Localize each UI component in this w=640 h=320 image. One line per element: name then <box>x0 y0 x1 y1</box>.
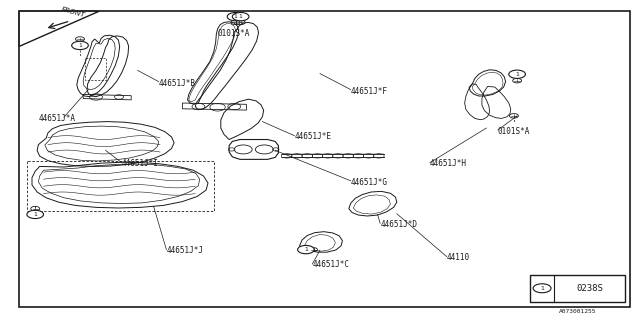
Text: 44651J*H: 44651J*H <box>430 159 467 168</box>
Text: 44651J*F: 44651J*F <box>351 87 388 96</box>
Text: 0101S*A: 0101S*A <box>218 29 250 38</box>
Text: 44651J*C: 44651J*C <box>312 260 349 269</box>
Circle shape <box>27 210 44 219</box>
Text: 1: 1 <box>239 14 243 19</box>
Text: 44651J*E: 44651J*E <box>294 132 332 141</box>
Text: 44651J*J: 44651J*J <box>166 246 204 255</box>
Text: A073001255: A073001255 <box>559 309 596 315</box>
Text: 1: 1 <box>78 43 82 48</box>
Polygon shape <box>19 11 99 46</box>
Circle shape <box>298 245 314 254</box>
Text: 44651J*A: 44651J*A <box>38 114 76 123</box>
Text: 44110: 44110 <box>447 253 470 262</box>
Text: 44651J*D: 44651J*D <box>380 220 417 229</box>
Text: 1: 1 <box>33 212 37 217</box>
Circle shape <box>232 12 249 21</box>
Text: 44651J*G: 44651J*G <box>351 178 388 187</box>
Text: 0238S: 0238S <box>576 284 603 293</box>
Text: FRONT: FRONT <box>61 6 86 19</box>
Text: 1: 1 <box>540 286 544 291</box>
Text: 1: 1 <box>304 247 308 252</box>
Text: 1: 1 <box>515 72 519 77</box>
Text: 44651J*I: 44651J*I <box>122 159 159 168</box>
Text: 1: 1 <box>234 14 237 19</box>
Text: 0101S*A: 0101S*A <box>498 127 531 136</box>
Circle shape <box>72 41 88 50</box>
Bar <box>530 275 625 302</box>
Circle shape <box>227 12 244 21</box>
Text: 44651J*B: 44651J*B <box>159 79 196 88</box>
Circle shape <box>509 70 525 78</box>
Circle shape <box>533 284 551 293</box>
